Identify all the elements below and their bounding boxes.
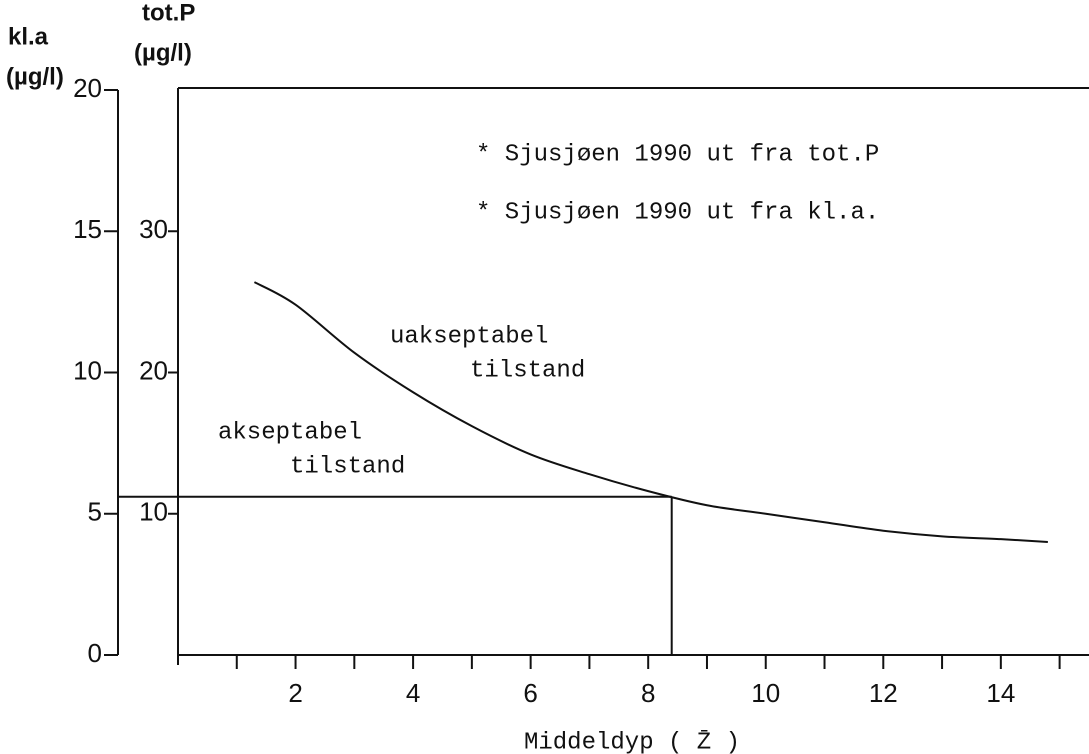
y2-tick-label: 20	[139, 355, 168, 385]
x-tick-label: 14	[986, 678, 1015, 708]
x-tick-label: 12	[869, 678, 898, 708]
x-axis-label: Middeldyp ( Z̄ )	[524, 729, 740, 754]
y-tick-label: 20	[73, 73, 102, 103]
y-axis-unit: (µg/l)	[6, 63, 64, 90]
annotation: tilstand	[470, 357, 585, 384]
y-tick-label: 5	[88, 497, 102, 527]
y2-tick-label: 30	[139, 214, 168, 244]
y2-axis-unit: (µg/l)	[134, 39, 192, 66]
x-tick-label: 2	[288, 678, 302, 708]
y-tick-label: 10	[73, 355, 102, 385]
annotation: * Sjusjøen 1990 ut fra kl.a.	[476, 199, 879, 226]
curve	[253, 281, 1048, 543]
x-tick-label: 8	[641, 678, 655, 708]
y2-axis-title: tot.P	[142, 0, 195, 26]
annotation: akseptabel	[218, 419, 362, 446]
y2-tick-label: 10	[139, 497, 168, 527]
annotation: uakseptabel	[390, 323, 548, 350]
annotation: tilstand	[290, 453, 405, 480]
y-tick-label: 15	[73, 214, 102, 244]
x-tick-label: 4	[406, 678, 420, 708]
annotation: * Sjusjøen 1990 ut fra tot.P	[476, 141, 879, 168]
y-axis-title: kl.a	[8, 23, 49, 50]
x-tick-label: 10	[751, 678, 780, 708]
x-tick-label: 6	[523, 678, 537, 708]
y-tick-label: 0	[88, 638, 102, 668]
